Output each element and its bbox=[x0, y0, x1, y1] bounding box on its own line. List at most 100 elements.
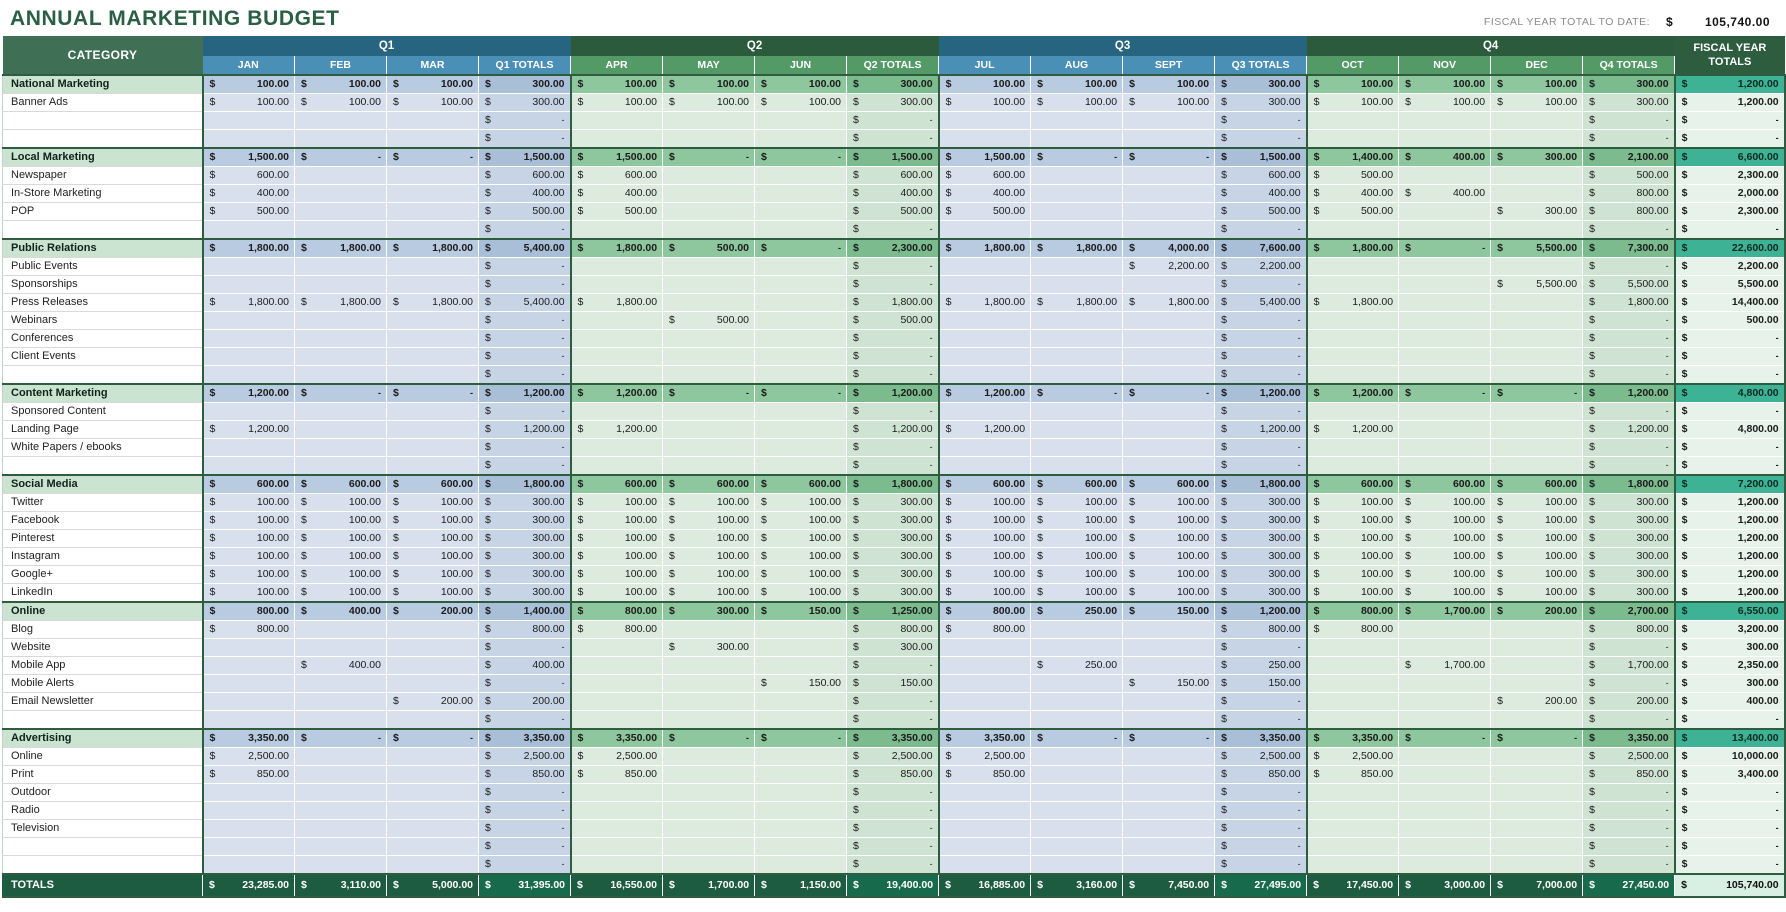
cell[interactable]: $ - bbox=[846, 656, 940, 675]
cell-total[interactable]: $17,450.00 bbox=[1306, 873, 1400, 898]
cell[interactable] bbox=[202, 311, 295, 330]
cell[interactable] bbox=[938, 311, 1032, 330]
cell[interactable] bbox=[1490, 220, 1584, 240]
cell[interactable]: $100.00 bbox=[1306, 529, 1400, 548]
cell-fiscal-total[interactable]: $1,200.00 bbox=[1674, 583, 1786, 603]
cell[interactable]: $100.00 bbox=[570, 493, 664, 512]
cell[interactable]: $600.00 bbox=[1214, 166, 1308, 185]
cell[interactable] bbox=[294, 129, 387, 149]
cell[interactable] bbox=[386, 656, 479, 675]
cell[interactable]: $100.00 bbox=[202, 74, 295, 94]
cell[interactable] bbox=[1306, 329, 1400, 348]
cell[interactable]: $100.00 bbox=[1122, 529, 1216, 548]
cell[interactable]: $100.00 bbox=[754, 583, 848, 603]
cell[interactable]: $100.00 bbox=[202, 583, 295, 603]
cell[interactable] bbox=[202, 438, 295, 457]
cell[interactable]: $100.00 bbox=[1030, 547, 1124, 566]
cell[interactable]: $100.00 bbox=[754, 511, 848, 530]
cell[interactable]: $4,000.00 bbox=[1122, 238, 1216, 258]
cell-total[interactable]: $7,000.00 bbox=[1490, 873, 1584, 898]
cell[interactable]: $ - bbox=[846, 220, 940, 240]
cell[interactable] bbox=[662, 293, 756, 312]
cell[interactable]: $100.00 bbox=[938, 547, 1032, 566]
cell[interactable] bbox=[294, 855, 387, 875]
cell[interactable]: $500.00 bbox=[570, 202, 664, 221]
cell[interactable]: $600.00 bbox=[202, 166, 295, 185]
cell[interactable] bbox=[1030, 166, 1124, 185]
cell[interactable]: $1,200.00 bbox=[202, 420, 295, 439]
cell[interactable] bbox=[1306, 438, 1400, 457]
cell[interactable] bbox=[1122, 365, 1216, 385]
cell-total[interactable]: $16,885.00 bbox=[938, 873, 1032, 898]
cell[interactable] bbox=[1030, 275, 1124, 294]
cell[interactable]: $ - bbox=[478, 819, 572, 838]
cell-fiscal-total[interactable]: $ - bbox=[1674, 111, 1786, 130]
cell[interactable]: $ - bbox=[478, 674, 572, 693]
cell-fiscal-total[interactable]: $2,350.00 bbox=[1674, 656, 1786, 675]
cell[interactable]: $ - bbox=[1490, 383, 1584, 403]
cell[interactable] bbox=[386, 220, 479, 240]
cell[interactable]: $150.00 bbox=[754, 674, 848, 693]
row-label-online[interactable]: Online bbox=[2, 747, 204, 766]
column-header-nov[interactable]: NOV bbox=[1398, 56, 1492, 75]
cell[interactable]: $ - bbox=[478, 257, 572, 276]
cell[interactable] bbox=[1122, 402, 1216, 421]
column-header-dec[interactable]: DEC bbox=[1490, 56, 1584, 75]
cell[interactable]: $300.00 bbox=[846, 493, 940, 512]
cell[interactable]: $1,200.00 bbox=[1214, 420, 1308, 439]
cell[interactable] bbox=[1122, 184, 1216, 203]
cell[interactable] bbox=[202, 801, 295, 820]
row-label-radio[interactable]: Radio bbox=[2, 801, 204, 820]
cell[interactable]: $100.00 bbox=[294, 511, 387, 530]
cell[interactable]: $100.00 bbox=[570, 74, 664, 94]
cell[interactable] bbox=[662, 765, 756, 784]
row-label-social-media[interactable]: Social Media bbox=[2, 474, 204, 494]
cell[interactable] bbox=[1398, 801, 1492, 820]
cell[interactable] bbox=[1122, 783, 1216, 802]
cell[interactable] bbox=[202, 257, 295, 276]
cell[interactable]: $1,800.00 bbox=[1306, 238, 1400, 258]
cell[interactable]: $ - bbox=[846, 275, 940, 294]
cell[interactable]: $100.00 bbox=[202, 529, 295, 548]
cell[interactable]: $3,350.00 bbox=[570, 728, 664, 748]
row-label-client-events[interactable]: Client Events bbox=[2, 347, 204, 366]
cell[interactable] bbox=[1398, 129, 1492, 149]
cell[interactable] bbox=[570, 674, 664, 693]
cell[interactable]: $400.00 bbox=[478, 656, 572, 675]
cell[interactable] bbox=[1490, 819, 1584, 838]
cell[interactable]: $100.00 bbox=[662, 565, 756, 584]
cell[interactable] bbox=[1122, 275, 1216, 294]
cell[interactable]: $850.00 bbox=[938, 765, 1032, 784]
cell[interactable]: $ - bbox=[1582, 438, 1676, 457]
cell[interactable] bbox=[938, 855, 1032, 875]
cell[interactable]: $300.00 bbox=[846, 74, 940, 94]
cell[interactable]: $100.00 bbox=[1490, 547, 1584, 566]
column-header-sept[interactable]: SEPT bbox=[1122, 56, 1216, 75]
cell[interactable]: $ - bbox=[1582, 365, 1676, 385]
cell[interactable] bbox=[1398, 855, 1492, 875]
cell[interactable]: $ - bbox=[1582, 402, 1676, 421]
cell[interactable] bbox=[1030, 819, 1124, 838]
cell[interactable] bbox=[570, 329, 664, 348]
cell-total[interactable]: $16,550.00 bbox=[570, 873, 664, 898]
cell[interactable]: $1,800.00 bbox=[1030, 238, 1124, 258]
cell[interactable] bbox=[1398, 365, 1492, 385]
cell[interactable] bbox=[294, 819, 387, 838]
cell[interactable] bbox=[294, 202, 387, 221]
cell[interactable] bbox=[294, 674, 387, 693]
cell[interactable] bbox=[662, 747, 756, 766]
cell-total[interactable]: $27,450.00 bbox=[1582, 873, 1676, 898]
cell[interactable] bbox=[1122, 329, 1216, 348]
cell[interactable] bbox=[754, 129, 848, 149]
cell[interactable] bbox=[294, 438, 387, 457]
cell[interactable]: $1,500.00 bbox=[938, 147, 1032, 167]
cell[interactable]: $ - bbox=[478, 837, 572, 856]
cell[interactable]: $800.00 bbox=[846, 620, 940, 639]
cell[interactable]: $1,200.00 bbox=[1582, 420, 1676, 439]
row-label-blank[interactable] bbox=[2, 129, 204, 149]
cell[interactable] bbox=[1030, 747, 1124, 766]
cell[interactable]: $400.00 bbox=[202, 184, 295, 203]
cell[interactable]: $100.00 bbox=[938, 583, 1032, 603]
cell[interactable] bbox=[570, 656, 664, 675]
cell[interactable]: $ - bbox=[1582, 329, 1676, 348]
